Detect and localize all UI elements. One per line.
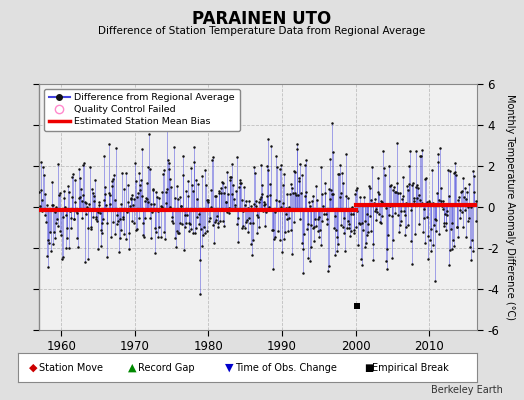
Text: Time of Obs. Change: Time of Obs. Change [235, 362, 336, 373]
Text: ▲: ▲ [128, 362, 137, 373]
Text: Difference of Station Temperature Data from Regional Average: Difference of Station Temperature Data f… [99, 26, 425, 36]
Text: Station Move: Station Move [39, 362, 103, 373]
Y-axis label: Monthly Temperature Anomaly Difference (°C): Monthly Temperature Anomaly Difference (… [505, 94, 515, 320]
Text: Record Gap: Record Gap [138, 362, 194, 373]
Text: PARAINEN UTO: PARAINEN UTO [192, 10, 332, 28]
Text: ■: ■ [364, 362, 374, 373]
Text: Empirical Break: Empirical Break [372, 362, 449, 373]
Text: ◆: ◆ [29, 362, 37, 373]
Legend: Difference from Regional Average, Quality Control Failed, Estimated Station Mean: Difference from Regional Average, Qualit… [44, 89, 239, 131]
Text: Berkeley Earth: Berkeley Earth [431, 385, 503, 395]
Text: ▼: ▼ [225, 362, 234, 373]
